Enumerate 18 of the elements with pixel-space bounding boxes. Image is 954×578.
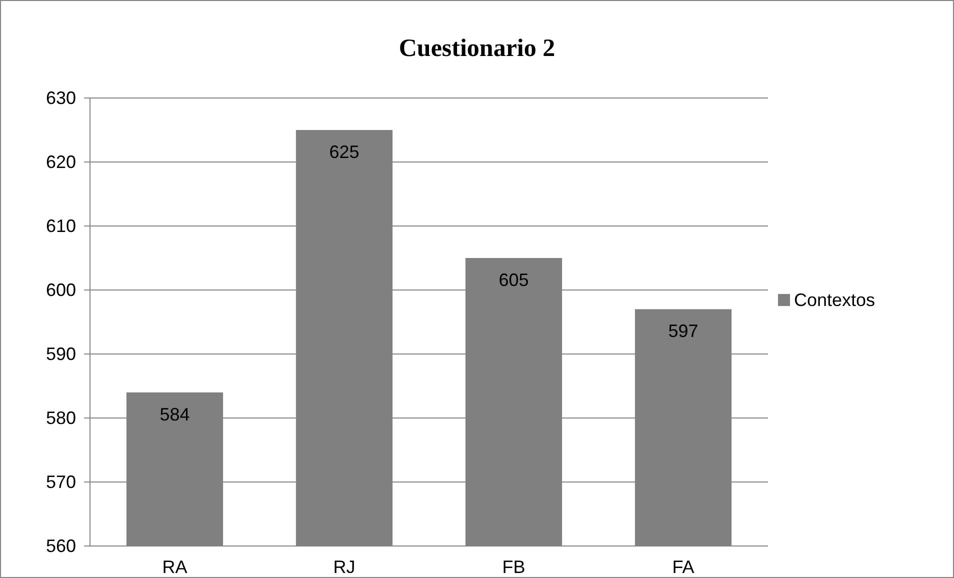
data-label: 597 xyxy=(668,321,698,342)
y-tick-label: 590 xyxy=(46,344,76,364)
y-tick-label: 560 xyxy=(46,536,76,556)
y-tick-label: 570 xyxy=(46,472,76,492)
x-tick-label: FB xyxy=(502,556,526,577)
y-tick-label: 600 xyxy=(46,280,76,300)
data-label: 625 xyxy=(329,142,360,162)
data-label: 584 xyxy=(160,404,190,424)
legend-label: Contextos xyxy=(794,290,876,310)
data-label: 605 xyxy=(498,270,529,290)
y-tick-label: 620 xyxy=(46,152,76,172)
y-tick-label: 610 xyxy=(46,216,76,236)
x-tick-label: RA xyxy=(162,556,188,577)
y-tick-label: 580 xyxy=(46,408,76,428)
x-tick-label: RJ xyxy=(333,556,356,577)
y-tick-label: 630 xyxy=(46,88,76,108)
x-tick-label: FA xyxy=(672,556,694,577)
chart-title: Cuestionario 2 xyxy=(398,35,556,62)
